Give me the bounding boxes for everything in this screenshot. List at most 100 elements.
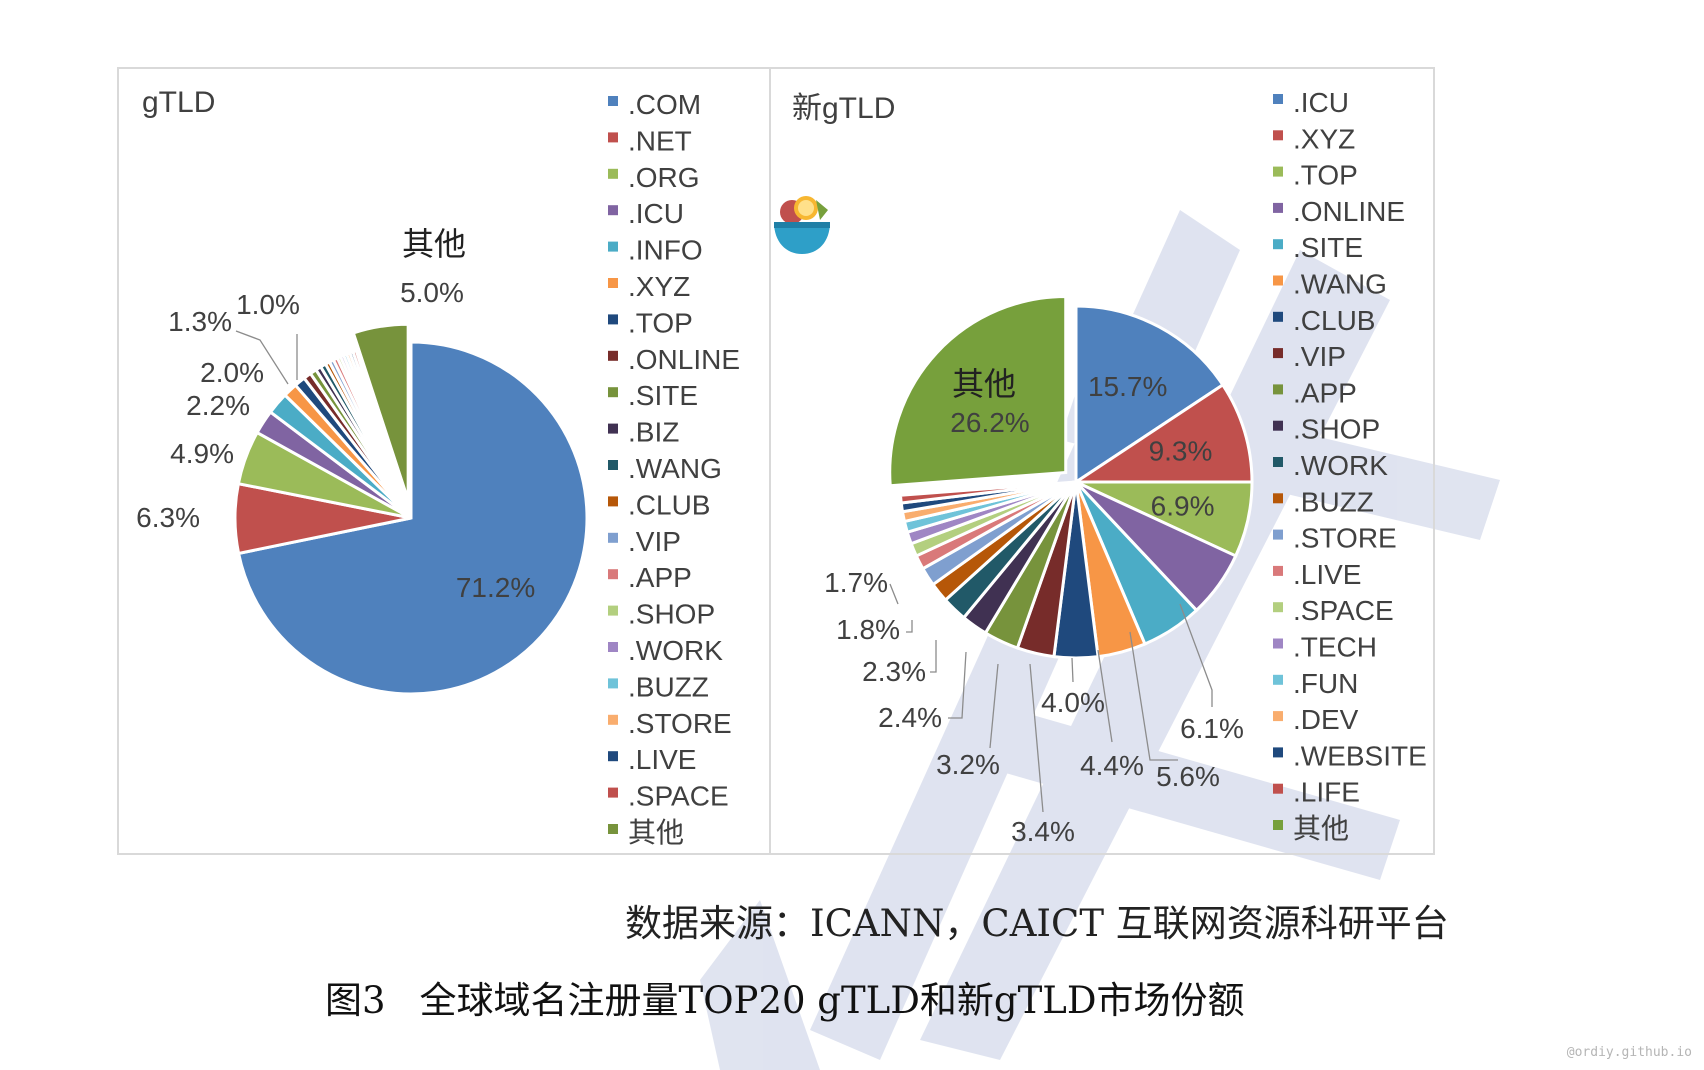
- legend-swatch-live: [1273, 565, 1283, 576]
- watermark-credit: @ordiy.github.io: [1566, 1045, 1692, 1060]
- legend-label-live: .LIVE: [628, 744, 696, 775]
- new-gtld-pie-chart: 新gTLD 15.7% 9.3% 6.9% 6.1% 5.6% 4.4% 4.0% 3.4% 3…: [792, 87, 1427, 847]
- legend-swatch-tech: [1273, 638, 1283, 649]
- legend-swatch-com: [608, 96, 618, 106]
- slice-data-label-vip: 3.4%: [1011, 816, 1075, 847]
- new-gtld-legend: .ICU .XYZ .TOP .ONLINE .SITE .WANG .CLUB .VIP .A…: [1273, 87, 1427, 844]
- legend-swatch-buzz: [608, 678, 618, 689]
- legend-swatch-xyz: [608, 278, 618, 288]
- legend-swatch-site: [608, 387, 618, 398]
- leader-line-work: [930, 640, 937, 673]
- legend-label-club: .CLUB: [1293, 305, 1375, 336]
- legend-label-live: .LIVE: [1293, 559, 1361, 590]
- leader-line-wang: [1097, 649, 1113, 743]
- slice-category-label-other: 其他: [402, 225, 466, 263]
- legend-label-dev: .DEV: [1293, 704, 1359, 735]
- legend-label-app: .APP: [1293, 377, 1357, 408]
- legend-label-club: .CLUB: [628, 489, 710, 520]
- legend-swatch-wang: [1273, 275, 1283, 286]
- legend-swatch-xyz: [1273, 130, 1283, 141]
- new-gtld-pie: [888, 294, 1254, 660]
- legend-swatch-space: [608, 787, 618, 798]
- leader-line-club: [1071, 657, 1074, 683]
- legend-label-space: .SPACE: [628, 781, 729, 812]
- legend-label-store: .STORE: [628, 708, 732, 739]
- legend-label-xyz: .XYZ: [1293, 123, 1355, 154]
- slice-data-label-info: 2.0%: [200, 357, 264, 388]
- pie-slice-xyz: [1071, 382, 1254, 484]
- slice-data-label-wang: 4.4%: [1080, 750, 1144, 781]
- legend-label-xyz: .XYZ: [628, 271, 690, 302]
- slice-data-label-top: 1.0%: [236, 289, 300, 320]
- legend-swatch-org: [608, 168, 618, 179]
- legend-label-info: .INFO: [628, 235, 703, 266]
- legend-swatch-info: [608, 241, 618, 252]
- leader-line-vip: [1029, 663, 1044, 813]
- legend-swatch-dev: [1273, 711, 1283, 722]
- slice-data-label-icu: 15.7%: [1088, 371, 1167, 402]
- pie-slice-com: [236, 340, 589, 696]
- gtld-chart-title: gTLD: [142, 86, 215, 119]
- figure-caption-text: 全球域名注册量TOP20 gTLD和新gTLD市场份额: [419, 979, 1245, 1022]
- legend-swatch-club: [1273, 311, 1283, 322]
- slice-data-label-store: 1.7%: [824, 567, 888, 598]
- slice-data-label-icu: 2.2%: [186, 390, 250, 421]
- slice-data-label-org: 4.9%: [170, 438, 234, 469]
- figure-number: 图3: [325, 979, 386, 1022]
- legend-label-space: .SPACE: [1293, 595, 1394, 626]
- figure-caption: 图3 全球域名注册量TOP20 gTLD和新gTLD市场份额: [325, 970, 1245, 1024]
- legend-label-buzz: .BUZZ: [1293, 486, 1374, 517]
- legend-label-buzz: .BUZZ: [628, 671, 709, 702]
- legend-label-work: .WORK: [1293, 450, 1388, 481]
- legend-swatch-net: [608, 132, 618, 143]
- legend-swatch-buzz: [1273, 493, 1283, 504]
- pie-slice-icu: [1074, 304, 1225, 485]
- legend-swatch-space: [1273, 602, 1283, 613]
- legend-swatch-life: [1273, 783, 1283, 794]
- slice-data-label-app: 3.2%: [936, 749, 1000, 780]
- legend-swatch-shop: [1273, 420, 1283, 431]
- slice-data-label-other: 26.2%: [950, 407, 1029, 438]
- slice-data-label-top: 6.9%: [1151, 490, 1215, 521]
- legend-swatch-club: [608, 496, 618, 507]
- leader-line-site: [1129, 631, 1178, 761]
- legend-label-vip: .VIP: [1293, 341, 1346, 372]
- legend-label-net: .NET: [628, 125, 692, 156]
- legend-label-online: .ONLINE: [628, 344, 740, 375]
- legend-label-top: .TOP: [1293, 160, 1358, 191]
- gtld-data-labels: 71.2% 6.3% 4.9% 2.2%2.0% 1.3%1.0% 其他 5.0%: [136, 225, 535, 603]
- legend-swatch-app: [608, 569, 618, 580]
- new-gtld-chart-title: 新gTLD: [792, 92, 895, 125]
- watermark-stroke: [960, 700, 1400, 880]
- legend-swatch-other: [1273, 820, 1283, 830]
- slice-data-label-net: 6.3%: [136, 502, 200, 533]
- legend-swatch-work: [1273, 457, 1283, 467]
- leader-line-store: [889, 583, 899, 605]
- slice-data-label-shop: 2.4%: [878, 702, 942, 733]
- leader-line-shop: [948, 651, 967, 719]
- legend-swatch-app: [1273, 384, 1283, 395]
- legend-label-site: .SITE: [1293, 232, 1363, 263]
- legend-label-online: .ONLINE: [1293, 196, 1405, 227]
- legend-swatch-live: [608, 751, 618, 762]
- gtld-legend: .COM .NET .ORG .ICU .INFO .XYZ .TOP .ONLINE .SIT…: [608, 89, 740, 848]
- legend-swatch-biz: [608, 423, 618, 434]
- watermark-stroke: [700, 900, 820, 1070]
- gtld-pie-chart: gTLD 71.2% 6.3% 4.9% 2.2%2.0% 1.3%1.0% 其他 5.0%…: [136, 86, 740, 848]
- slice-data-label-site: 5.6%: [1156, 761, 1220, 792]
- legend-label-tech: .TECH: [1293, 632, 1377, 663]
- slice-data-label-club: 4.0%: [1041, 687, 1105, 718]
- legend-label-wang: .WANG: [1293, 269, 1387, 300]
- legend-swatch-fun: [1273, 674, 1283, 685]
- new-gtld-chart-frame: [769, 67, 1435, 855]
- pie-slice-space: [351, 348, 413, 519]
- legend-label-vip: .VIP: [628, 526, 681, 557]
- legend-swatch-top: [608, 314, 618, 325]
- legend-label-shop: .SHOP: [628, 599, 715, 630]
- pie-slice-other: [351, 322, 410, 501]
- legend-swatch-other: [608, 824, 618, 834]
- gtld-pie: [233, 322, 589, 696]
- legend-label-fun: .FUN: [1293, 668, 1358, 699]
- slice-data-label-work: 2.3%: [862, 656, 926, 687]
